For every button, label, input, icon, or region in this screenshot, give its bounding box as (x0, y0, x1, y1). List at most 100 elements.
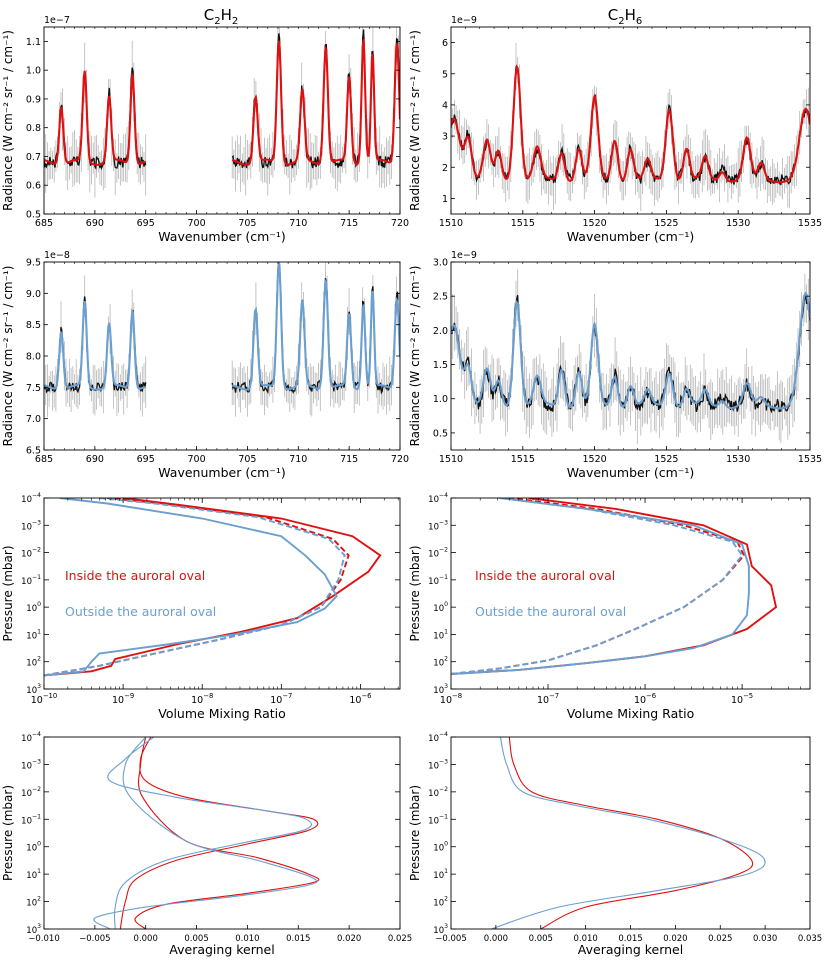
x-tick-label: 1525 (654, 218, 678, 229)
x-axis-label: Wavenumber (cm⁻¹) (567, 465, 694, 480)
x-axis-label: Volume Mixing Ratio (567, 706, 695, 721)
y-tick-label: 9.5 (26, 258, 41, 269)
y-tick-label: 0.5 (26, 210, 41, 221)
c2h6-spectrum-inside-panel: 1510 1515 1520 1525 1530 1535 1 2 3 4 5 6 1e−9 Wavenu… (408, 15, 822, 244)
outside-kernel-line (491, 737, 766, 929)
y-tick-label: 100 (26, 601, 41, 614)
legend-inside-c2h2: Inside the auroral oval (65, 568, 205, 583)
y-axis-label: Pressure (mbar) (1, 545, 15, 641)
c2h2-vmr-panel: 10−10 10−9 10−8 10−7 10−6 103 102 101 100 10−1 10−… (1, 492, 401, 721)
c2h6-vmr-panel: 10−8 10−7 10−6 10−5 103 102 101 100 10−1 10−2 10−3… (408, 492, 811, 721)
x-tick-label: 700 (188, 218, 206, 229)
x-tick-label: 710 (289, 454, 307, 465)
x-axis-label: Wavenumber (cm⁻¹) (158, 229, 285, 244)
y-tick-label: 101 (26, 628, 41, 641)
y-offset-label: 1e−9 (451, 15, 477, 26)
y-tick-label: 10−2 (428, 786, 448, 799)
x-tick-label: 10−5 (731, 692, 753, 706)
x-tick-label: 1515 (511, 218, 535, 229)
y-tick-label: 10−4 (428, 492, 448, 505)
outside-kernel-B-line (93, 737, 318, 929)
axes-frame (43, 26, 401, 215)
title-c2h6: C2H6 (608, 6, 643, 27)
outside-retrieved-profile-line (44, 498, 338, 677)
y-tick-label: 3.0 (433, 258, 448, 269)
x-tick-label: 695 (137, 218, 155, 229)
outside-retrieved-profile-line (451, 498, 750, 675)
x-axis-label: Wavenumber (cm⁻¹) (158, 465, 285, 480)
inside-retrieved-profile-line (451, 498, 778, 675)
x-tick-label: 715 (340, 218, 358, 229)
y-tick-label: 1.1 (26, 37, 41, 48)
x-tick-label: 720 (391, 218, 409, 229)
y-tick-label: 3 (442, 132, 448, 143)
y-tick-label: 10−3 (428, 758, 448, 771)
model-spectrum-line (44, 70, 147, 166)
title-c2h2: C2H2 (204, 6, 239, 27)
x-tick-label: 720 (391, 454, 409, 465)
y-axis-label: Radiance (W cm⁻² sr⁻¹ / cm⁻¹) (1, 266, 15, 447)
c2h2-spectrum-outside-panel: 685 690 695 700 705 710 715 720 6.5 7.0 7.5 8.0 8.5 9… (1, 250, 409, 480)
outside-a-priori-profile-line (44, 498, 346, 677)
plot-area (44, 498, 382, 677)
y-tick-label: 2 (442, 163, 448, 174)
y-offset-label: 1e−7 (44, 15, 70, 26)
x-tick-label: 10−6 (349, 692, 371, 706)
plot-area (451, 269, 810, 445)
y-tick-label: 5 (442, 69, 448, 80)
y-tick-label: 1.0 (26, 66, 41, 77)
x-tick-label: 710 (289, 218, 307, 229)
x-tick-label: 0.025 (388, 934, 412, 944)
x-tick-label: 1515 (511, 454, 535, 465)
y-tick-label: 100 (26, 841, 41, 854)
y-tick-label: 102 (433, 656, 448, 669)
plot-area (451, 498, 778, 675)
y-tick-label: 101 (433, 868, 448, 881)
x-tick-label: −0.005 (79, 934, 110, 944)
x-tick-label: −0.010 (28, 934, 59, 944)
y-tick-label: 6 (442, 38, 448, 49)
c2h6-spectrum-outside-panel: 1510 1515 1520 1525 1530 1535 0.5 1.0 1.5 2.0 2.5 3… (408, 250, 822, 480)
y-tick-label: 103 (26, 923, 41, 936)
x-tick-label: 0.000 (134, 934, 158, 944)
plot-area (491, 737, 766, 929)
y-tick-label: 0.8 (26, 123, 41, 134)
inside-kernel-line (508, 737, 754, 929)
y-tick-label: 102 (26, 656, 41, 669)
x-tick-label: 0.010 (235, 934, 259, 944)
y-tick-label: 10−3 (428, 519, 448, 532)
axes-frame (43, 497, 401, 690)
model-spectrum-line (451, 64, 810, 184)
x-tick-label: 0.015 (286, 934, 310, 944)
x-tick-label: −0.005 (435, 934, 466, 944)
x-axis-label: Averaging kernel (578, 942, 683, 957)
x-tick-label: 0.025 (708, 934, 732, 944)
y-tick-label: 8.0 (26, 352, 41, 363)
x-tick-label: 0.035 (798, 934, 822, 944)
y-tick-label: 10−1 (21, 813, 41, 826)
x-tick-label: 1510 (439, 454, 463, 465)
plot-area (93, 737, 320, 929)
x-tick-label: 1520 (583, 218, 607, 229)
x-tick-label: 0.005 (184, 934, 208, 944)
c2h6-averaging-kernel-panel: −0.005 0.000 0.005 0.010 0.015 0.020 0.025 0.03… (408, 731, 822, 957)
x-tick-label: 10−9 (112, 692, 134, 706)
y-offset-label: 1e−9 (451, 250, 477, 261)
x-tick-label: 10−8 (191, 692, 213, 706)
x-tick-label: 10−8 (440, 692, 462, 706)
y-tick-label: 7.5 (26, 383, 41, 394)
x-axis-label: Averaging kernel (169, 942, 274, 957)
y-tick-label: 0.6 (26, 181, 41, 192)
error-bars (451, 269, 810, 445)
y-tick-label: 0.7 (26, 152, 41, 163)
axes-frame (450, 261, 811, 451)
y-tick-label: 10−1 (21, 574, 41, 587)
y-tick-label: 1.5 (433, 360, 448, 371)
inside-a-priori-profile-line (451, 498, 746, 675)
axes-frame (450, 26, 811, 215)
y-tick-label: 101 (433, 628, 448, 641)
x-axis-label: Wavenumber (cm⁻¹) (567, 229, 694, 244)
y-tick-label: 10−4 (21, 731, 41, 744)
y-axis-label: Radiance (W cm⁻² sr⁻¹ / cm⁻¹) (408, 266, 422, 447)
